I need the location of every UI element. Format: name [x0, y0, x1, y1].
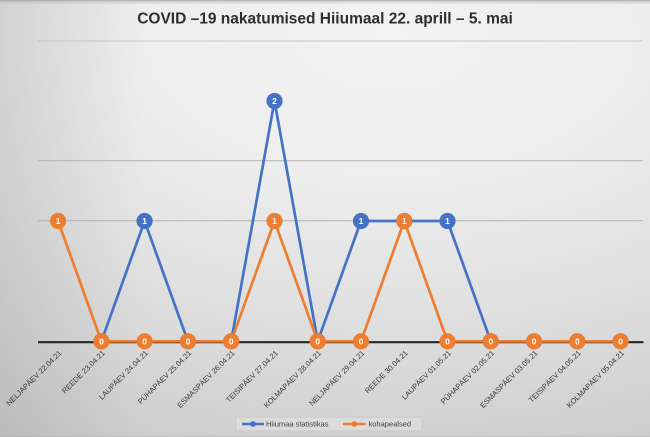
svg-text:1: 1	[359, 216, 364, 226]
svg-text:Hiiumaa statistikas: Hiiumaa statistikas	[266, 420, 329, 429]
svg-text:2: 2	[272, 96, 277, 106]
svg-text:0: 0	[142, 336, 147, 346]
svg-text:NELJAPÄEV 22.04.21: NELJAPÄEV 22.04.21	[4, 349, 63, 408]
svg-text:0: 0	[315, 336, 320, 346]
svg-text:0: 0	[488, 336, 493, 346]
svg-text:0: 0	[359, 336, 364, 346]
svg-text:0: 0	[99, 336, 104, 346]
svg-text:1: 1	[272, 216, 277, 226]
svg-text:1: 1	[445, 216, 450, 226]
svg-text:COVID –19 nakatumised Hiiumaal: COVID –19 nakatumised Hiiumaal 22. april…	[137, 10, 513, 27]
svg-text:0: 0	[186, 336, 191, 346]
svg-text:0: 0	[532, 336, 537, 346]
svg-text:1: 1	[402, 216, 407, 226]
svg-text:REEDE 23.04.21: REEDE 23.04.21	[60, 349, 107, 396]
svg-text:0: 0	[575, 336, 580, 346]
svg-text:kohapealsed: kohapealsed	[369, 420, 412, 429]
svg-text:0: 0	[445, 336, 450, 346]
svg-text:0: 0	[618, 336, 623, 346]
svg-text:1: 1	[56, 216, 61, 226]
svg-text:1: 1	[142, 216, 147, 226]
svg-text:REEDE 30.04.21: REEDE 30.04.21	[363, 349, 410, 396]
svg-text:0: 0	[229, 336, 234, 346]
